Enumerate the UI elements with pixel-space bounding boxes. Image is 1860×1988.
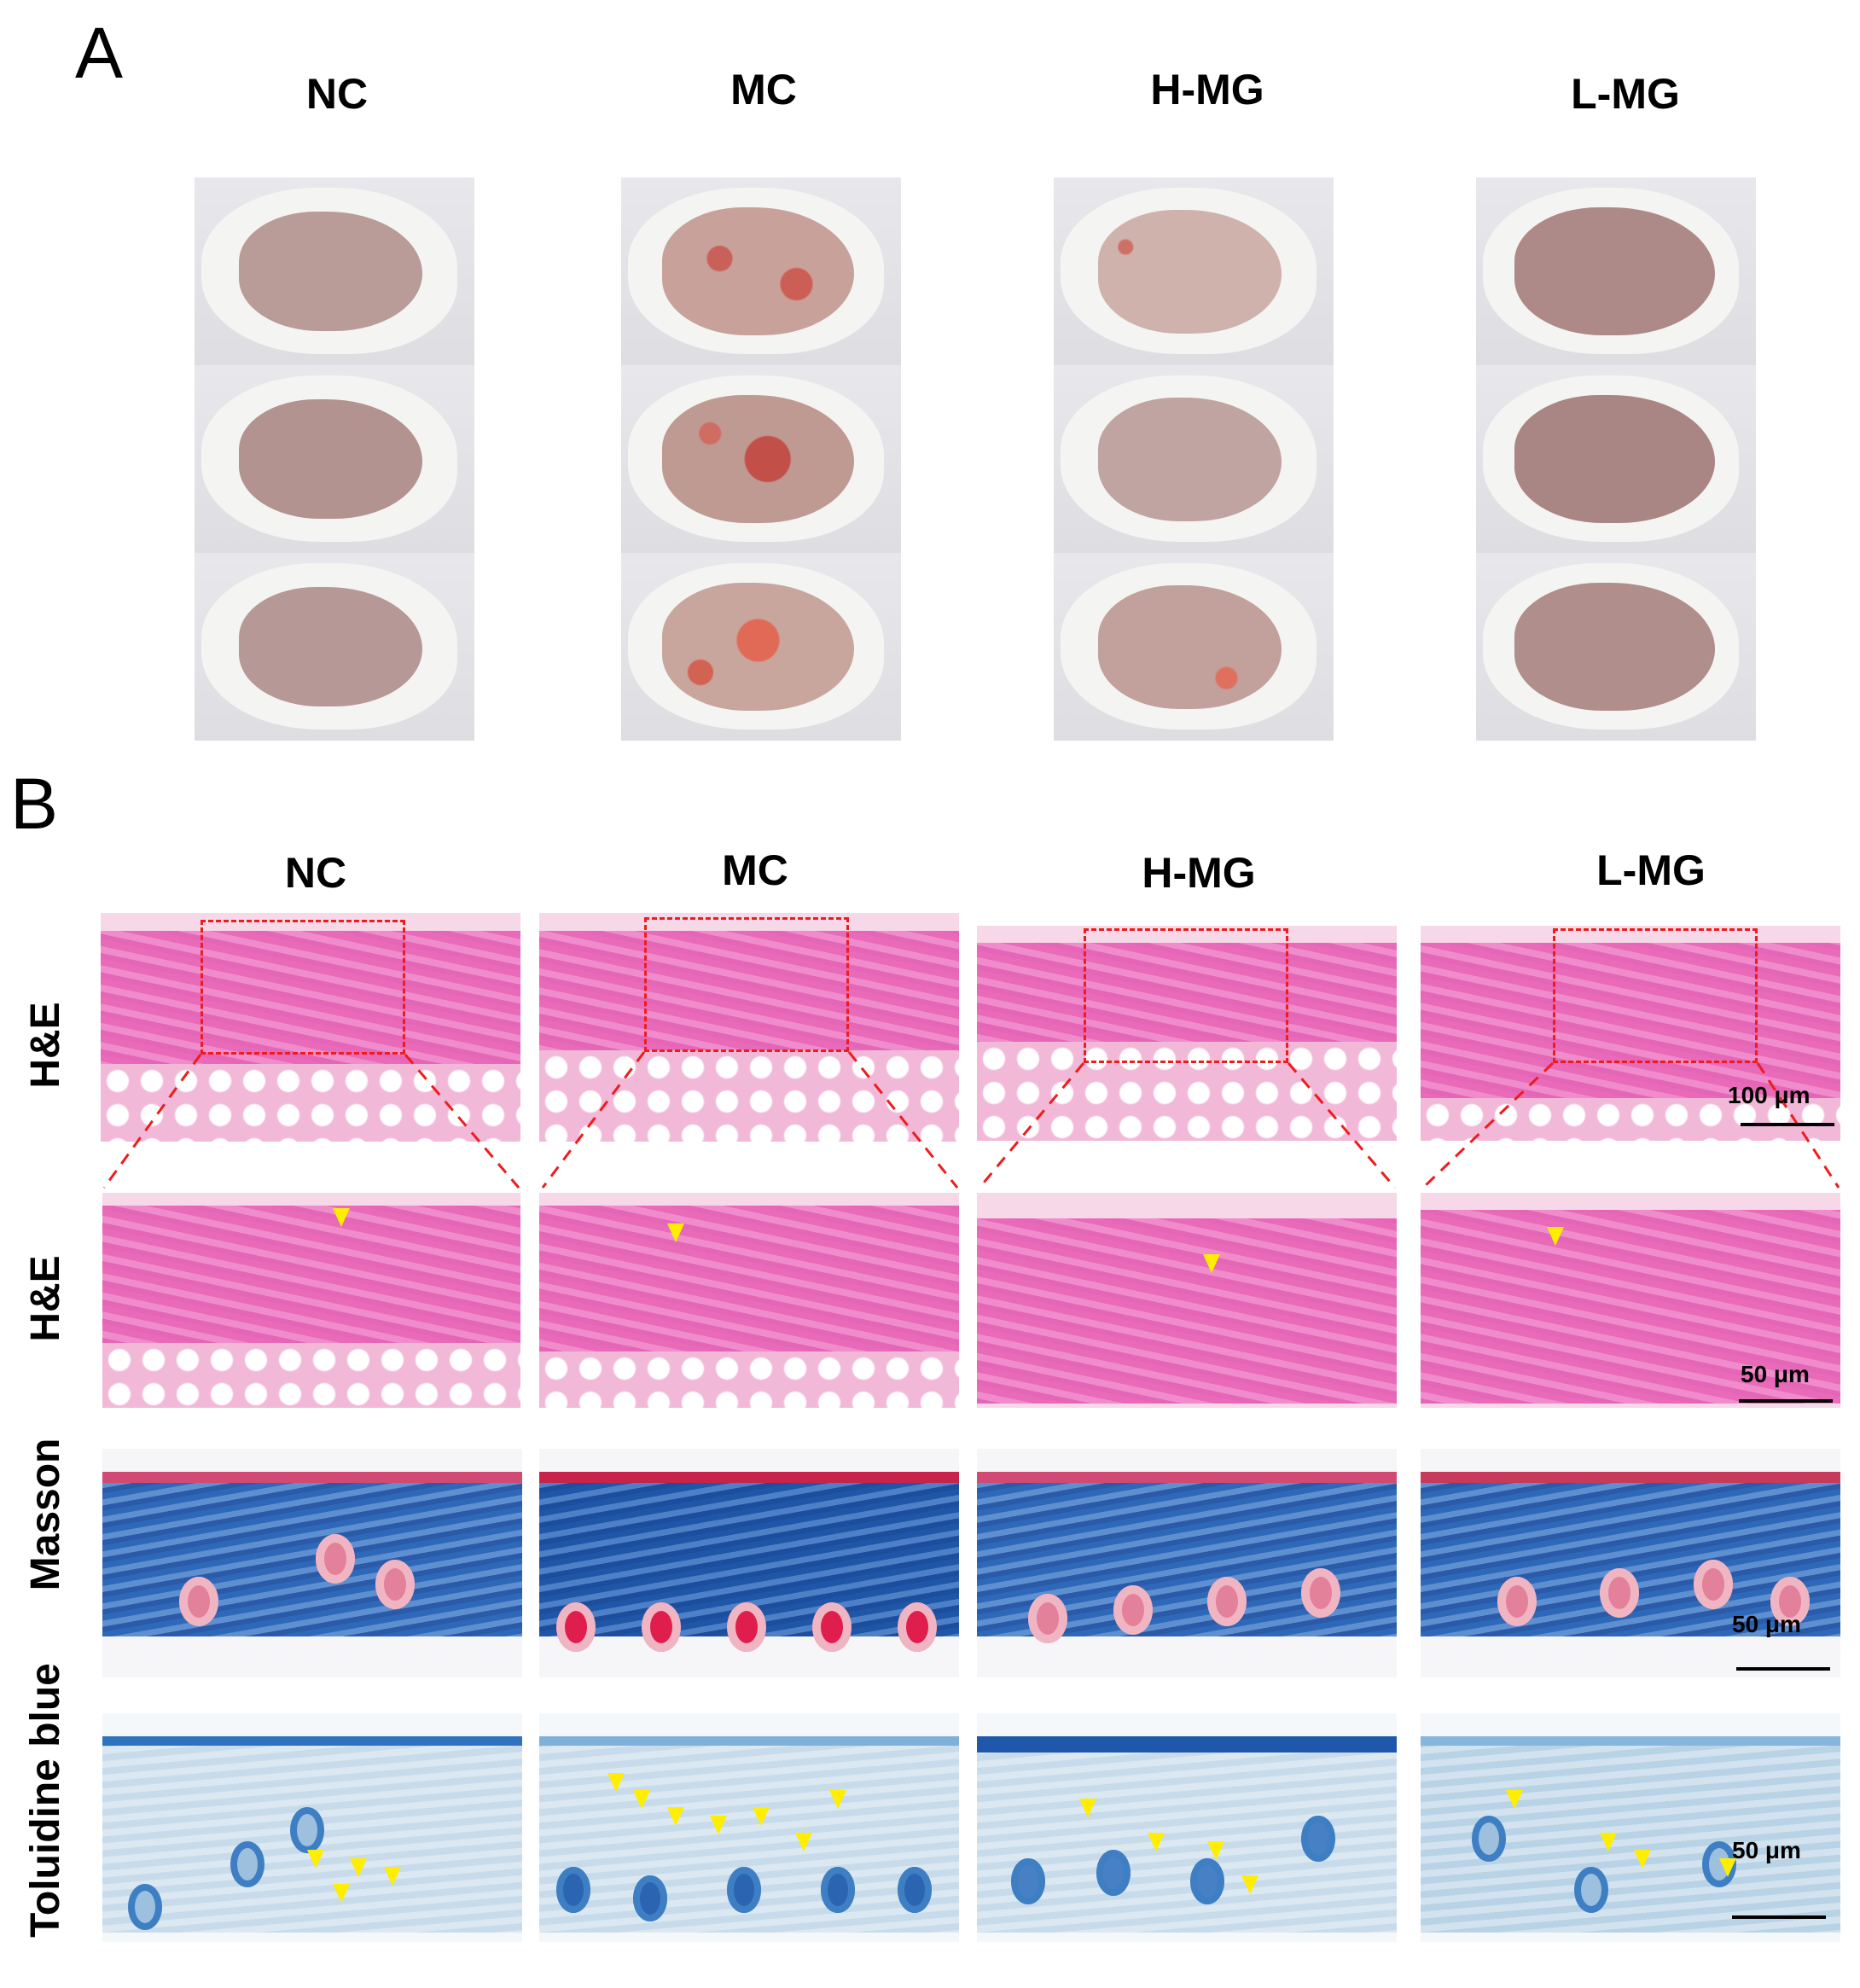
panel-a-col-label-nc: NC	[305, 70, 369, 118]
he-zoom-micrograph	[102, 1193, 520, 1408]
toluidine-blue-micrograph	[977, 1713, 1397, 1942]
mouse-back-photo	[195, 177, 474, 365]
he-zoom-micrograph	[539, 1193, 959, 1408]
mouse-back-photo	[1476, 365, 1756, 553]
zoom-inset-box	[644, 917, 849, 1052]
he-overview-micrograph	[101, 913, 520, 1142]
panel-a-col-label-lmg: L-MG	[1571, 70, 1680, 118]
mouse-back-photo	[1054, 553, 1334, 741]
mouse-back-photo	[195, 553, 474, 741]
zoom-inset-box	[201, 920, 405, 1055]
scale-bar-label-row3: 50 μm	[1732, 1611, 1801, 1637]
panel-a-photo-column-hmg	[1054, 177, 1334, 741]
mouse-back-photo	[621, 553, 901, 741]
mouse-back-photo	[195, 365, 474, 553]
scale-bar-row1	[1741, 1123, 1834, 1126]
panel-b-col-label-hmg: H-MG	[1142, 849, 1256, 897]
mouse-back-photo	[621, 177, 901, 365]
scale-bar-label-row4: 50 μm	[1732, 1837, 1801, 1863]
panel-b-letter: B	[10, 764, 59, 844]
panel-a-photo-column-nc	[195, 177, 474, 741]
scale-bar-row2	[1739, 1399, 1833, 1403]
scale-bar-row3	[1736, 1667, 1830, 1671]
panel-b-col-label-nc: NC	[284, 849, 347, 897]
panel-b-col-label-lmg: L-MG	[1596, 846, 1706, 894]
scale-bar-label-row1: 100 μm	[1728, 1082, 1811, 1108]
toluidine-blue-micrograph	[102, 1713, 522, 1942]
mouse-back-photo	[1476, 177, 1756, 365]
he-zoom-micrograph	[977, 1193, 1397, 1408]
mouse-back-photo	[1054, 177, 1334, 365]
mouse-back-photo	[1054, 365, 1334, 553]
zoom-inset-box	[1553, 928, 1758, 1063]
panel-a-photo-column-lmg	[1476, 177, 1756, 741]
he-zoom-micrograph	[1421, 1193, 1840, 1408]
toluidine-blue-micrograph	[1421, 1713, 1840, 1942]
masson-micrograph	[977, 1449, 1397, 1677]
panel-a-photo-column-mc	[621, 177, 901, 741]
he-overview-micrograph	[977, 926, 1397, 1141]
masson-micrograph	[1421, 1449, 1840, 1677]
zoom-inset-box	[1084, 928, 1288, 1063]
scale-bar-label-row2: 50 μm	[1741, 1361, 1810, 1387]
mouse-back-photo	[1476, 553, 1756, 741]
he-overview-micrograph	[539, 913, 959, 1142]
mouse-back-photo	[621, 365, 901, 553]
scale-bar-row4	[1732, 1915, 1826, 1919]
panel-a-letter: A	[75, 13, 124, 93]
masson-micrograph	[102, 1449, 522, 1677]
panel-a-col-label-mc: MC	[730, 66, 797, 113]
panel-a-col-label-hmg: H-MG	[1150, 66, 1264, 113]
toluidine-blue-micrograph	[539, 1713, 959, 1942]
masson-micrograph	[539, 1449, 959, 1677]
panel-b-col-label-mc: MC	[722, 846, 788, 894]
